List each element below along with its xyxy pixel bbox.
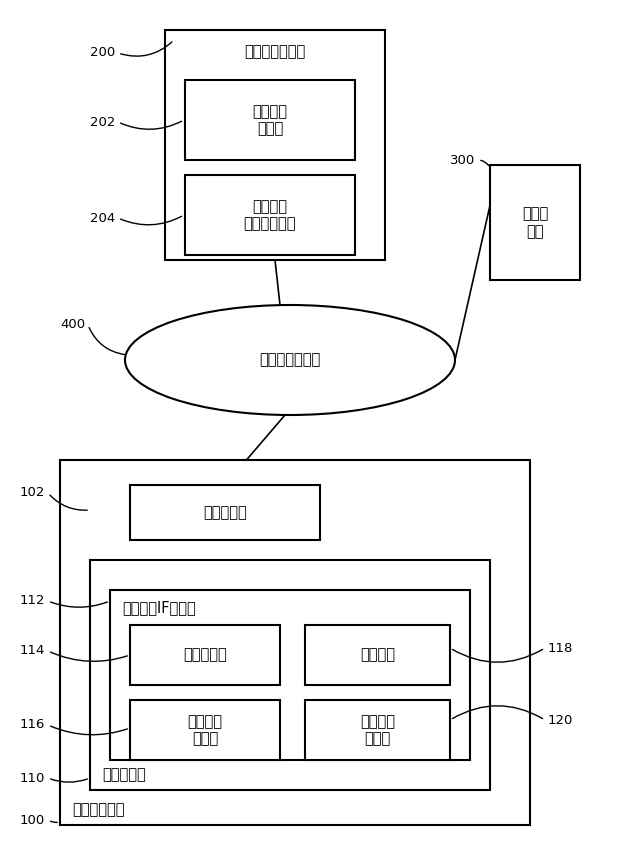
Text: クラウドサーバ: クラウドサーバ: [244, 45, 306, 59]
Bar: [185, 175, 355, 255]
Text: 解除要請
制御部: 解除要請 制御部: [188, 714, 223, 746]
Text: 通信制御部: 通信制御部: [203, 505, 247, 520]
Bar: [490, 165, 580, 280]
Bar: [60, 460, 530, 825]
Text: 300: 300: [450, 154, 476, 167]
Bar: [185, 80, 355, 160]
Text: 120: 120: [548, 714, 573, 727]
Bar: [90, 560, 490, 790]
Text: 116: 116: [20, 718, 45, 732]
Text: 202: 202: [90, 115, 115, 129]
Text: 200: 200: [90, 46, 115, 59]
Text: 118: 118: [548, 642, 573, 655]
Text: クラウドIF処理部: クラウドIF処理部: [122, 600, 196, 616]
Text: 解除要請
メール送信部: 解除要請 メール送信部: [244, 198, 296, 231]
Text: 400: 400: [60, 319, 85, 332]
Text: 204: 204: [90, 211, 115, 224]
Bar: [110, 590, 470, 760]
Bar: [130, 625, 280, 685]
Text: タイマー: タイマー: [360, 648, 395, 662]
Text: 102: 102: [20, 486, 45, 499]
Bar: [305, 625, 450, 685]
Bar: [305, 700, 450, 760]
Bar: [130, 485, 320, 540]
Text: 100: 100: [20, 813, 45, 826]
Text: 情報処理部: 情報処理部: [102, 767, 146, 783]
Text: 管理情報
提供部: 管理情報 提供部: [253, 104, 287, 137]
Text: インターネット: インターネット: [259, 352, 321, 368]
Text: 114: 114: [20, 644, 45, 657]
Text: 110: 110: [20, 771, 45, 784]
Bar: [130, 700, 280, 760]
Text: ユーザ
端末: ユーザ 端末: [522, 206, 548, 239]
Text: 112: 112: [20, 594, 45, 607]
Text: 状態通知部: 状態通知部: [183, 648, 227, 662]
Text: 解除要求
受付部: 解除要求 受付部: [360, 714, 395, 746]
Text: 画像形成装置: 画像形成装置: [72, 802, 125, 818]
Bar: [165, 30, 385, 260]
Ellipse shape: [125, 305, 455, 415]
